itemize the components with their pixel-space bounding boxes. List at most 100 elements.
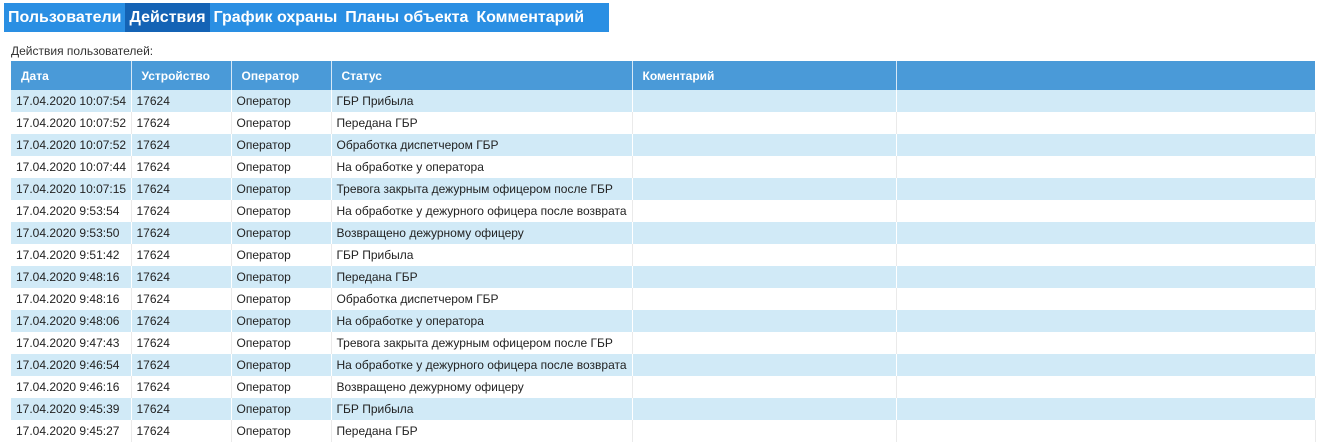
column-header-comment[interactable]: Коментарий: [632, 61, 897, 90]
cell-date: 17.04.2020 9:45:27: [11, 420, 132, 442]
cell-date: 17.04.2020 10:07:52: [11, 134, 132, 156]
table-row[interactable]: 17.04.2020 10:07:52 17624 Оператор Обработк…: [11, 134, 1315, 156]
cell-status: Передана ГБР: [331, 266, 633, 288]
cell-status: На обработке у дежурного офицера после в…: [331, 200, 633, 222]
cell-comment: [632, 90, 897, 112]
cell-operator: Оператор: [231, 332, 332, 354]
cell-date: 17.04.2020 9:53:50: [11, 222, 132, 244]
cell-status: ГБР Прибыла: [331, 90, 633, 112]
cell-operator: Оператор: [231, 200, 332, 222]
cell-device: 17624: [131, 156, 232, 178]
tab-comment[interactable]: Комментарий: [476, 8, 585, 26]
cell-operator: Оператор: [231, 178, 332, 200]
table-row[interactable]: 17.04.2020 9:45:39 17624 Оператор ГБР Прибы…: [11, 398, 1315, 420]
cell-extra: [896, 266, 1315, 288]
cell-status: Тревога закрыта дежурным офицером после …: [331, 178, 633, 200]
table-row[interactable]: 17.04.2020 9:51:42 17624 Оператор ГБР Прибы…: [11, 244, 1316, 266]
cell-status: На обработке у оператора: [331, 310, 633, 332]
cell-device: 17624: [131, 222, 232, 244]
cell-extra: [896, 332, 1316, 354]
table-row[interactable]: 17.04.2020 10:07:44 17624 Оператор На обраб…: [11, 156, 1316, 178]
cell-status: На обработке у дежурного офицера после в…: [331, 354, 633, 376]
table-row[interactable]: 17.04.2020 9:48:16 17624 Оператор Передана …: [11, 266, 1315, 288]
table-row[interactable]: 17.04.2020 9:45:27 17624 Оператор Передана …: [11, 420, 1316, 442]
cell-status: Передана ГБР: [331, 112, 633, 134]
column-header-device[interactable]: Устройство: [131, 61, 232, 90]
tab-guard-schedule[interactable]: График охраны: [213, 8, 338, 26]
cell-date: 17.04.2020 10:07:44: [11, 156, 132, 178]
cell-comment: [632, 156, 897, 178]
table-row[interactable]: 17.04.2020 9:48:06 17624 Оператор На обрабо…: [11, 310, 1315, 332]
table-header-row: Дата Устройство Оператор Статус Коментар…: [11, 61, 1315, 90]
cell-device: 17624: [131, 266, 232, 288]
cell-status: Тревога закрыта дежурным офицером после …: [331, 332, 633, 354]
cell-comment: [632, 244, 897, 266]
cell-comment: [632, 222, 897, 244]
cell-operator: Оператор: [231, 420, 332, 442]
cell-operator: Оператор: [231, 244, 332, 266]
cell-operator: Оператор: [231, 112, 332, 134]
cell-comment: [632, 310, 897, 332]
table-row[interactable]: 17.04.2020 10:07:54 17624 Оператор ГБР Приб…: [11, 90, 1315, 112]
cell-comment: [632, 200, 897, 222]
cell-extra: [896, 222, 1315, 244]
cell-date: 17.04.2020 9:48:16: [11, 288, 132, 310]
cell-extra: [896, 90, 1315, 112]
table-row[interactable]: 17.04.2020 10:07:15 17624 Оператор Тревога …: [11, 178, 1315, 200]
cell-device: 17624: [131, 90, 232, 112]
table-row[interactable]: 17.04.2020 10:07:52 17624 Оператор Передана…: [11, 112, 1316, 134]
cell-comment: [632, 398, 897, 420]
tab-bar: Пользователи Действия График охраны План…: [4, 3, 609, 32]
column-header-operator[interactable]: Оператор: [231, 61, 332, 90]
cell-operator: Оператор: [231, 156, 332, 178]
cell-date: 17.04.2020 9:48:06: [11, 310, 132, 332]
table-row[interactable]: 17.04.2020 9:53:50 17624 Оператор Возвращен…: [11, 222, 1315, 244]
cell-status: Обработка диспетчером ГБР: [331, 134, 633, 156]
cell-comment: [632, 266, 897, 288]
cell-extra: [896, 376, 1316, 398]
cell-comment: [632, 332, 897, 354]
cell-operator: Оператор: [231, 134, 332, 156]
cell-operator: Оператор: [231, 398, 332, 420]
cell-status: Возвращено дежурному офицеру: [331, 376, 633, 398]
cell-device: 17624: [131, 178, 232, 200]
cell-device: 17624: [131, 134, 232, 156]
column-header-status[interactable]: Статус: [331, 61, 633, 90]
table-row[interactable]: 17.04.2020 9:48:16 17624 Оператор Обработка…: [11, 288, 1316, 310]
actions-table: Дата Устройство Оператор Статус Коментар…: [11, 61, 1316, 442]
cell-comment: [632, 112, 897, 134]
cell-device: 17624: [131, 398, 232, 420]
cell-status: ГБР Прибыла: [331, 244, 633, 266]
table-row[interactable]: 17.04.2020 9:46:16 17624 Оператор Возвращен…: [11, 376, 1316, 398]
cell-extra: [896, 420, 1316, 442]
cell-operator: Оператор: [231, 222, 332, 244]
cell-comment: [632, 376, 897, 398]
section-caption: Действия пользователей:: [11, 44, 154, 58]
cell-device: 17624: [131, 112, 232, 134]
table-row[interactable]: 17.04.2020 9:47:43 17624 Оператор Тревога з…: [11, 332, 1316, 354]
tab-object-plans[interactable]: Планы объекта: [345, 8, 469, 26]
cell-extra: [896, 156, 1316, 178]
cell-extra: [896, 354, 1315, 376]
cell-date: 17.04.2020 9:51:42: [11, 244, 132, 266]
cell-operator: Оператор: [231, 90, 332, 112]
cell-date: 17.04.2020 9:53:54: [11, 200, 132, 222]
column-header-date[interactable]: Дата: [11, 61, 132, 90]
tab-users[interactable]: Пользователи: [8, 8, 122, 26]
cell-operator: Оператор: [231, 376, 332, 398]
cell-status: Возвращено дежурному офицеру: [331, 222, 633, 244]
cell-status: ГБР Прибыла: [331, 398, 633, 420]
table-row[interactable]: 17.04.2020 9:46:54 17624 Оператор На обрабо…: [11, 354, 1315, 376]
cell-operator: Оператор: [231, 310, 332, 332]
tab-actions[interactable]: Действия: [125, 3, 210, 32]
cell-device: 17624: [131, 376, 232, 398]
cell-extra: [896, 200, 1316, 222]
cell-date: 17.04.2020 9:46:54: [11, 354, 132, 376]
table-row[interactable]: 17.04.2020 9:53:54 17624 Оператор На обрабо…: [11, 200, 1316, 222]
cell-status: Обработка диспетчером ГБР: [331, 288, 633, 310]
cell-date: 17.04.2020 10:07:54: [11, 90, 132, 112]
cell-device: 17624: [131, 288, 232, 310]
cell-date: 17.04.2020 9:45:39: [11, 398, 132, 420]
cell-comment: [632, 420, 897, 442]
column-header-extra: [896, 61, 1315, 90]
